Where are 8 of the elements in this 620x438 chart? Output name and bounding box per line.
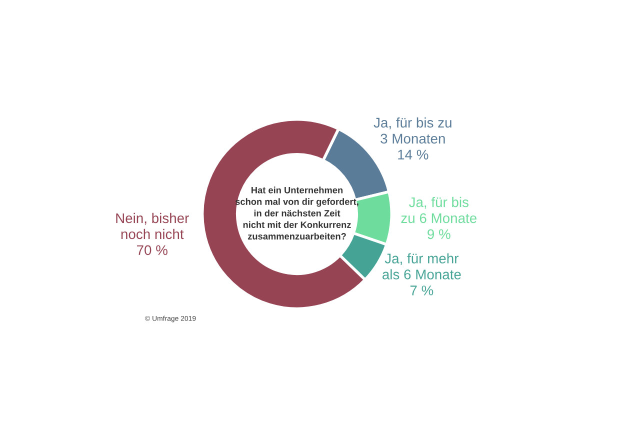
slice-label: Ja, für mehr als 6 Monate <box>382 253 461 280</box>
data-label: 9 % <box>428 229 450 240</box>
slice-label: Ja, für bis zu 6 Monate <box>401 196 476 224</box>
slice-label: Nein, bisher noch nicht <box>116 212 189 240</box>
data-label: 7 % <box>410 286 434 296</box>
data-label: 70 % <box>137 245 168 256</box>
slice-label: Ja, für bis zu 3 Monaten <box>374 117 452 144</box>
data-label: 14 % <box>398 150 428 160</box>
